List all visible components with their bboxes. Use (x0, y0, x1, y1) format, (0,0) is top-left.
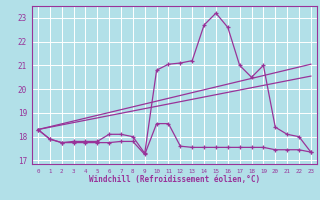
X-axis label: Windchill (Refroidissement éolien,°C): Windchill (Refroidissement éolien,°C) (89, 175, 260, 184)
